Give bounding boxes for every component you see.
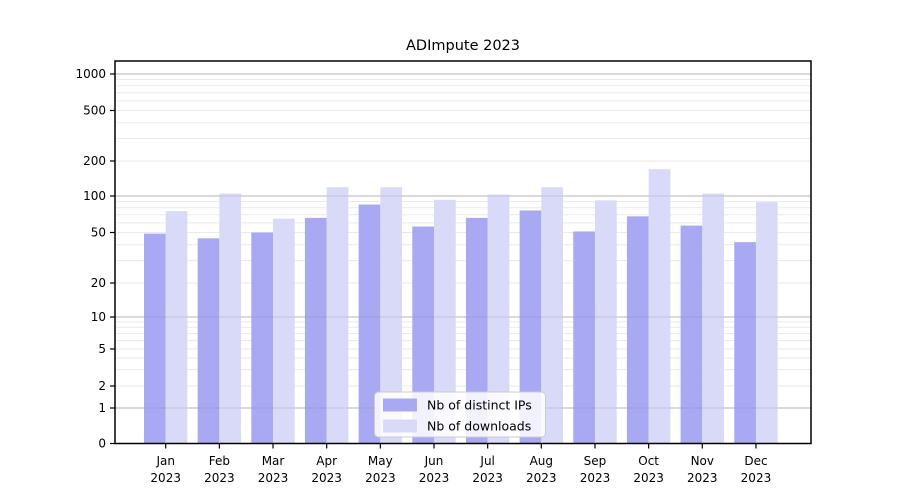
x-axis-year-label: 2023: [633, 471, 664, 485]
bar-ips-jan: [144, 233, 166, 444]
legend-swatch-downloads: [383, 419, 417, 433]
legend-label-downloads: Nb of downloads: [427, 419, 531, 434]
chart-title: ADImpute 2023: [406, 38, 520, 54]
axis-frame: [114, 60, 812, 445]
x-axis-month-label: May: [368, 454, 393, 468]
x-axis-month-label: Jan: [155, 454, 175, 468]
x-axis-month-label: Apr: [316, 454, 337, 468]
bar-ips-feb: [197, 238, 220, 444]
bar-downloads-apr: [326, 187, 349, 444]
x-axis-month-label: Jun: [424, 454, 444, 468]
y-axis-tick-label: 50: [91, 226, 106, 240]
x-axis-year-label: 2023: [741, 471, 772, 485]
y-axis-tick-label: 20: [91, 276, 106, 290]
bar-ips-may: [358, 204, 381, 444]
y-axis-tick-label: 5: [98, 342, 106, 356]
x-axis-month-label: Mar: [262, 454, 285, 468]
bar-downloads-nov: [702, 193, 724, 444]
bar-downloads-feb: [219, 193, 242, 444]
x-axis-year-label: 2023: [472, 471, 503, 485]
bar-ips-jul: [465, 217, 488, 444]
bar-ips-dec: [734, 242, 756, 444]
y-axis-tick-label: 500: [83, 104, 106, 118]
y-axis-tick-label: 10: [91, 310, 106, 324]
bar-ips-oct: [626, 216, 649, 444]
x-axis-year-label: 2023: [150, 471, 181, 485]
bar-downloads-jul: [487, 194, 510, 444]
y-axis-tick-label: 1: [98, 401, 106, 415]
bar-ips-apr: [304, 217, 327, 444]
y-axis-tick-label: 100: [83, 189, 106, 203]
x-axis-year-label: 2023: [526, 471, 557, 485]
bar-downloads-oct: [648, 169, 671, 444]
x-axis-month-label: Jul: [479, 454, 494, 468]
x-axis-year-label: 2023: [365, 471, 396, 485]
bar-downloads-sep: [594, 200, 617, 444]
x-axis-month-label: Nov: [691, 454, 714, 468]
bar-ips-mar: [251, 232, 274, 444]
x-axis-year-label: 2023: [419, 471, 450, 485]
bar-downloads-jun: [434, 199, 456, 444]
bar-ips-sep: [573, 231, 595, 444]
x-axis-month-label: Oct: [638, 454, 659, 468]
legend-label-ips: Nb of distinct IPs: [427, 398, 532, 413]
x-axis-year-label: 2023: [258, 471, 289, 485]
y-axis-tick-label: 1000: [75, 67, 106, 81]
x-axis-year-label: 2023: [687, 471, 718, 485]
bar-downloads-dec: [755, 202, 778, 444]
x-axis-month-label: Aug: [530, 454, 553, 468]
y-axis-tick-label: 200: [83, 154, 106, 168]
bar-ips-nov: [680, 225, 703, 444]
bar-downloads-may: [380, 187, 403, 444]
bar-downloads-jan: [165, 211, 188, 444]
x-axis-month-label: Dec: [744, 454, 767, 468]
x-axis-year-label: 2023: [580, 471, 611, 485]
bar-downloads-aug: [541, 187, 564, 444]
x-axis-month-label: Feb: [209, 454, 230, 468]
legend-box: [374, 391, 546, 438]
bar-downloads-mar: [273, 218, 295, 444]
y-axis-tick-label: 2: [98, 379, 106, 393]
x-axis-year-label: 2023: [311, 471, 342, 485]
bar-ips-jun: [412, 226, 434, 444]
y-axis-tick-label: 0: [98, 437, 106, 451]
bar-ips-aug: [519, 210, 542, 444]
legend-swatch-ips: [383, 398, 417, 412]
x-axis-month-label: Sep: [584, 454, 607, 468]
x-axis-year-label: 2023: [204, 471, 235, 485]
